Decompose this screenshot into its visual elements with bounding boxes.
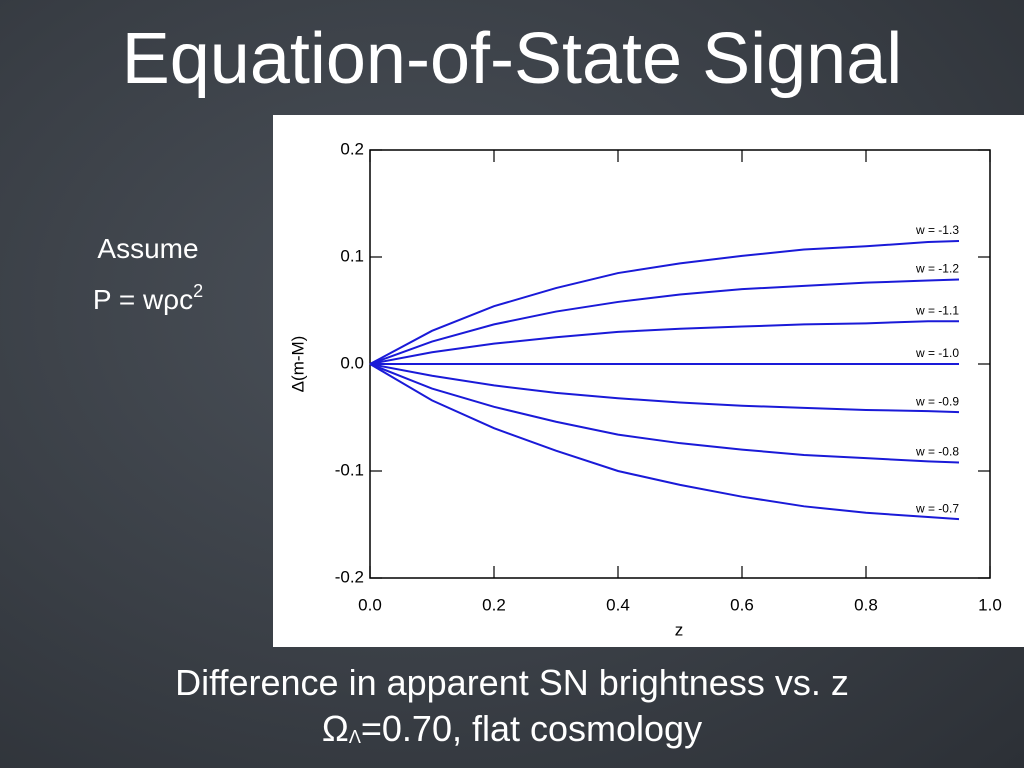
caption-line: ΩΛ=0.70, flat cosmology — [0, 706, 1024, 760]
y-tick-label: 0.2 — [340, 139, 364, 158]
chart: z Δ(m-M) -0.2 -0.1 0.0 0.1 0.2 0.0 0.2 0.4 0.6 0.… — [273, 115, 1024, 647]
line-label: w = -1.3 — [915, 223, 959, 237]
note-line: P = wρc2 — [60, 270, 236, 321]
line — [369, 239, 960, 365]
line-label: w = -1.1 — [915, 303, 959, 317]
caption-text: =0.70, flat cosmology — [360, 708, 703, 749]
x-tick-label: 0.2 — [482, 595, 506, 614]
line-label: w = -0.7 — [915, 501, 959, 515]
chart-background — [273, 115, 1024, 647]
line — [369, 363, 960, 521]
note: Assume P = wρc2 — [60, 228, 236, 321]
x-tick-label: 0.6 — [730, 595, 754, 614]
line-label: w = -1.2 — [915, 262, 959, 276]
caption-line: Difference in apparent SN brightness vs.… — [175, 662, 849, 703]
y-tick-label: -0.2 — [335, 567, 364, 586]
caption: Difference in apparent SN brightness vs.… — [0, 660, 1024, 760]
line-label: w = -0.9 — [915, 394, 959, 408]
x-tick-label: 0.0 — [358, 595, 382, 614]
x-tick-label: 1.0 — [978, 595, 1002, 614]
y-axis-label: Δ(m-M) — [288, 336, 307, 393]
subscript: Λ — [348, 727, 361, 747]
x-tick-label: 0.8 — [854, 595, 878, 614]
line — [369, 363, 960, 464]
slide-title: Equation-of-State Signal — [121, 19, 903, 99]
y-tick-label: -0.1 — [335, 460, 364, 479]
line-label: w = -0.8 — [915, 445, 959, 459]
y-tick-label: 0.1 — [340, 246, 364, 265]
equation: P = wρc — [92, 284, 194, 315]
y-tick-label: 0.0 — [340, 353, 364, 372]
note-line: Assume — [97, 233, 199, 264]
x-tick-label: 0.4 — [606, 595, 630, 614]
line-label: w = -1.0 — [915, 346, 959, 360]
line — [369, 363, 960, 414]
caption-text: Ω — [321, 708, 349, 749]
superscript: 2 — [193, 281, 204, 301]
line — [369, 278, 960, 365]
x-axis-label: z — [675, 620, 684, 639]
line — [369, 320, 959, 365]
